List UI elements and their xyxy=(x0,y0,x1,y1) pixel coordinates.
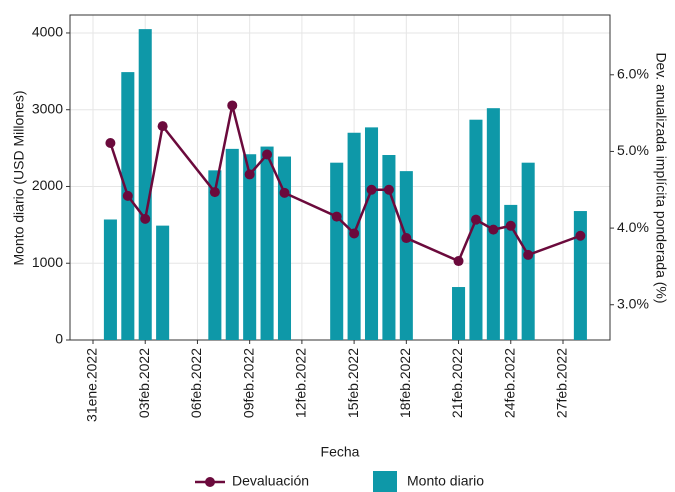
x-tick-label: 03feb.2022 xyxy=(136,348,152,418)
y2-tick-label: 5.0% xyxy=(617,142,649,158)
point xyxy=(349,228,360,239)
bar xyxy=(469,119,483,341)
y-tick-label: 3000 xyxy=(32,100,63,116)
y-tick-label: 4000 xyxy=(32,24,63,40)
bar xyxy=(243,154,257,340)
bar xyxy=(504,204,518,340)
point xyxy=(157,121,168,132)
point xyxy=(523,249,534,260)
y2-tick-label: 6.0% xyxy=(617,65,649,81)
x-tick-label: 24feb.2022 xyxy=(501,348,517,418)
x-tick-label: 12feb.2022 xyxy=(293,348,309,418)
point xyxy=(401,233,412,244)
point xyxy=(105,138,116,149)
bar xyxy=(208,170,222,340)
point xyxy=(262,149,273,160)
y-tick-label: 2000 xyxy=(32,177,63,193)
point xyxy=(209,187,220,198)
point xyxy=(383,184,394,195)
x-tick-label: 21feb.2022 xyxy=(449,348,465,418)
bar xyxy=(277,156,292,340)
y-tick-label: 1000 xyxy=(32,254,63,270)
bar xyxy=(138,29,152,341)
x-tick-label: 09feb.2022 xyxy=(240,348,256,418)
bar xyxy=(486,108,500,340)
y2-tick-label: 4.0% xyxy=(617,219,649,235)
x-tick-label: 27feb.2022 xyxy=(554,348,570,418)
point xyxy=(227,100,238,111)
point xyxy=(279,187,290,198)
point xyxy=(470,214,481,225)
x-tick-label: 15feb.2022 xyxy=(345,348,361,418)
point xyxy=(122,190,133,201)
bar xyxy=(364,127,379,340)
y2-axis-title: Dev. anualizada implícita ponderada (%) xyxy=(653,52,669,303)
legend-swatch xyxy=(373,471,397,492)
bar xyxy=(573,211,587,340)
bar xyxy=(260,146,274,340)
bar xyxy=(452,287,466,340)
point xyxy=(575,230,586,241)
point xyxy=(505,220,516,231)
legend-label: Monto diario xyxy=(407,473,484,489)
bar xyxy=(330,162,344,340)
bar xyxy=(121,72,135,340)
point xyxy=(366,184,377,195)
x-tick-label: 31ene.2022 xyxy=(84,348,100,422)
legend-label: Devaluación xyxy=(232,473,309,489)
bar xyxy=(399,171,413,340)
x-axis-title: Fecha xyxy=(321,444,360,460)
bar xyxy=(103,219,117,340)
legend-point xyxy=(205,477,215,487)
point xyxy=(140,213,151,224)
x-tick-label: 06feb.2022 xyxy=(188,348,204,418)
y2-tick-label: 3.0% xyxy=(617,295,649,311)
point xyxy=(331,211,342,222)
x-tick-label: 18feb.2022 xyxy=(397,348,413,418)
y-tick-label: 0 xyxy=(55,331,63,347)
bar xyxy=(156,225,170,340)
point xyxy=(453,256,464,267)
y-axis-title: Monto diario (USD Millones) xyxy=(11,90,27,265)
bar xyxy=(225,148,239,340)
bar xyxy=(382,155,396,340)
point xyxy=(244,169,255,180)
point xyxy=(488,224,499,235)
